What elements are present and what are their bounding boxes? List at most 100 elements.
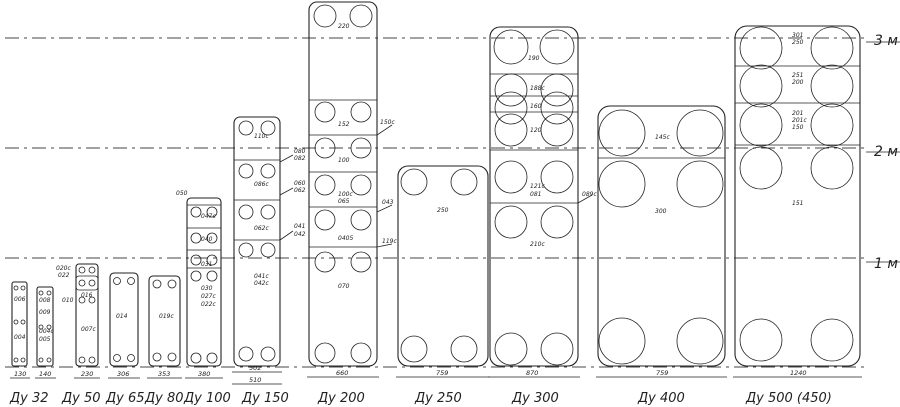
marking: 022c (201, 301, 216, 308)
marking: 251 (792, 72, 803, 79)
marking: 151 (792, 200, 803, 207)
group-label-du100: Ду 100 (183, 391, 231, 406)
plate-group-du32: 006 004 008 009 004c 005 130 140 Ду 32 (9, 281, 56, 406)
marking: 200 (792, 79, 804, 86)
marking: 043 (382, 199, 394, 206)
plate-group-du300: 190 188c 160 120 121c 081 089c 210c 870 … (488, 26, 597, 406)
height-reference-lines: 3 м 2 м 1 м (5, 33, 900, 368)
marking: 008 (39, 297, 51, 304)
marking: 030 (201, 285, 213, 292)
marking: 301 (792, 32, 803, 39)
marking: 210c (530, 241, 545, 248)
width-dimension: 870 (526, 369, 538, 377)
group-label-du400: Ду 400 (637, 391, 685, 406)
level-label-1m: 1 м (874, 256, 898, 272)
plate-group-du50: 020c 022 010 016 007c 230 Ду 50 (56, 263, 101, 406)
marking: 041c (254, 273, 269, 280)
plate-group-du65: 014 306 Ду 65 (105, 272, 145, 406)
marking: 062c (254, 225, 269, 232)
marking: 020c (56, 265, 71, 272)
width-dimension: 380 (198, 370, 210, 378)
marking: 100 (338, 157, 350, 164)
marking: 110c (254, 133, 269, 140)
width-dimension: 353 (158, 370, 170, 378)
marking: 050 (176, 190, 188, 197)
marking: 062 (294, 187, 306, 194)
marking: 042c (254, 280, 269, 287)
marking: 010 (62, 297, 74, 304)
level-label-3m: 3 м (874, 33, 898, 49)
marking: 022 (58, 272, 70, 279)
marking: 082 (294, 155, 306, 162)
marking: 120 (530, 127, 542, 134)
group-label-du65: Ду 65 (105, 391, 145, 406)
marking: 027c (201, 293, 216, 300)
marking: 250 (437, 207, 449, 214)
width-dimension: 140 (39, 370, 51, 378)
marking: 004 (14, 334, 26, 341)
plate-group-du80: 019c 353 Ду 80 (144, 275, 184, 406)
marking: 086c (254, 181, 269, 188)
plate-group-du250: 250 759 Ду 250 (396, 165, 490, 406)
width-dimension: 130 (14, 370, 26, 378)
marking: 065 (338, 198, 350, 205)
marking: 145c (655, 134, 670, 141)
marking: 150 (792, 124, 804, 131)
marking: 047c (201, 213, 216, 220)
marking: 201 (792, 110, 803, 117)
marking: 119c (382, 238, 397, 245)
width-dimension: 1240 (790, 369, 807, 377)
marking: 004c (39, 328, 54, 335)
plate-group-du150: 110c 086c 062c 041c 042c 080 082 060 062… (232, 116, 306, 406)
marking: 152 (338, 121, 350, 128)
width-dimension: 306 (117, 370, 129, 378)
group-label-du32: Ду 32 (9, 391, 49, 406)
marking: 007c (81, 326, 96, 333)
marking: 019c (159, 313, 174, 320)
marking: 300 (655, 208, 667, 215)
marking: 006 (14, 296, 26, 303)
marking: 041 (294, 223, 305, 230)
width-dimension: 759 (656, 369, 668, 377)
marking: 031 (201, 261, 212, 268)
marking: 250 (792, 39, 804, 46)
width-dimension: 510 (249, 376, 261, 384)
group-label-du50: Ду 50 (61, 391, 101, 406)
group-label-du500: Ду 500 (450) (745, 391, 832, 406)
marking: 060 (294, 180, 306, 187)
plate-group-du400: 145c 300 759 Ду 400 (596, 105, 727, 406)
marking: 081 (530, 191, 541, 198)
marking: 220 (338, 23, 350, 30)
marking: 016 (81, 292, 93, 299)
marking: 014 (116, 313, 128, 320)
plate-group-du100: 050 047c 040 031 030 027c 022c 380 Ду 10… (176, 190, 231, 406)
marking: 070 (338, 283, 350, 290)
marking: 005 (39, 336, 51, 343)
width-dimension: 502 (249, 364, 261, 372)
plate-group-du200: 220 152 150c 100 100c 065 0405 070 043 1… (307, 1, 397, 406)
marking: 150c (380, 119, 395, 126)
marking: 160 (530, 103, 542, 110)
marking: 100c (338, 191, 353, 198)
width-dimension: 660 (336, 369, 348, 377)
marking: 188c (530, 85, 545, 92)
marking: 0405 (338, 235, 353, 242)
marking: 009 (39, 309, 51, 316)
group-label-du250: Ду 250 (414, 391, 462, 406)
marking: 042 (294, 231, 306, 238)
group-label-du80: Ду 80 (144, 391, 184, 406)
level-label-2m: 2 м (874, 144, 898, 160)
marking: 201c (792, 117, 807, 124)
marking: 121c (530, 183, 545, 190)
group-label-du150: Ду 150 (241, 391, 289, 406)
group-label-du200: Ду 200 (317, 391, 365, 406)
width-dimension: 230 (81, 370, 93, 378)
marking: 089c (582, 191, 597, 198)
marking: 190 (528, 55, 540, 62)
plate-group-du500: 301 250 251 200 201 201c 150 151 1240 Ду… (733, 25, 862, 406)
marking: 080 (294, 148, 306, 155)
width-dimension: 759 (436, 369, 448, 377)
group-label-du300: Ду 300 (511, 391, 559, 406)
marking: 040 (201, 236, 213, 243)
